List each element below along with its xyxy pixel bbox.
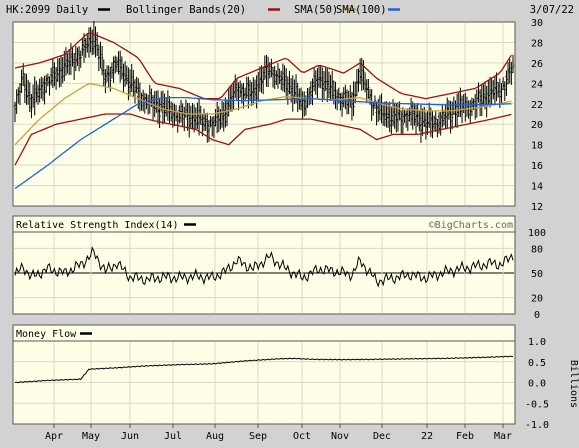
x-tick-label: Mar: [494, 431, 512, 442]
bollinger-upper-line: [14, 32, 512, 100]
money-flow-y-axis: -1.0 -0.5 0.0 0.5 1.0: [525, 337, 549, 431]
chart-header: HK:2099 Daily Bollinger Bands(20) SMA(50…: [6, 4, 574, 16]
bollinger-lower-line: [14, 113, 512, 166]
symbol-label: HK:2099 Daily: [6, 4, 88, 16]
legend-sma100-label: SMA(100): [336, 4, 387, 16]
rsi-title: Relative Strength Index(14): [16, 220, 179, 231]
money-flow-y-tick-label: 0.0: [528, 379, 546, 390]
money-flow-y-tick-label: -1.0: [525, 420, 549, 431]
money-flow-y-tick-label: 0.5: [528, 358, 546, 369]
x-tick-label: Jun: [121, 431, 139, 442]
price-overlay-lines: [14, 32, 512, 190]
x-tick-label: 22: [421, 431, 433, 442]
price-y-tick-label: 26: [531, 59, 543, 70]
rsi-line: [14, 246, 514, 288]
money-flow-gridlines: [14, 361, 514, 404]
price-y-tick-label: 14: [531, 182, 543, 193]
price-y-tick-label: 22: [531, 100, 543, 111]
price-y-tick-label: 24: [531, 79, 543, 90]
legend-sma50-label: SMA(50): [294, 4, 338, 16]
rsi-y-tick-label: 50: [531, 269, 543, 280]
watermark: ©BigCharts.com: [429, 220, 513, 231]
x-tick-label: Sep: [249, 431, 267, 442]
price-y-tick-label: 16: [531, 161, 543, 172]
money-flow-ylabel: Billions: [568, 360, 579, 408]
rsi-y-axis: 0 20 50 80 100: [528, 228, 546, 321]
sma100-line: [14, 96, 512, 190]
x-tick-label: Apr: [45, 431, 63, 442]
rsi-y-tick-label: 80: [531, 244, 543, 255]
rsi-y-tick-label: 100: [528, 228, 546, 239]
money-flow-y-tick-label: 1.0: [528, 337, 546, 348]
price-panel: 12 14 16 18 20 22 24 26 28 30: [12, 18, 543, 213]
chart-date: 3/07/22: [530, 4, 574, 16]
price-y-axis: 12 14 16 18 20 22 24 26 28 30: [531, 18, 543, 213]
money-flow-line: [14, 355, 514, 384]
price-y-tick-label: 18: [531, 141, 543, 152]
x-tick-label: Nov: [331, 431, 349, 442]
money-flow-panel: Money Flow -1.0 -0.5 0.0 0.5 1.0 Billions: [12, 324, 579, 431]
rsi-series: [14, 246, 514, 288]
x-axis: Apr May Jun Jul Aug Sep Oct Nov Dec 22 Feb Mar: [45, 424, 512, 442]
money-flow-title: Money Flow: [16, 329, 77, 340]
money-flow-series: [14, 355, 514, 384]
rsi-gridlines: [14, 247, 514, 299]
rsi-month-gridlines: [53, 233, 504, 313]
x-tick-label: Aug: [206, 431, 224, 442]
x-tick-label: Oct: [293, 431, 311, 442]
money-flow-month-gridlines: [53, 342, 504, 423]
x-tick-label: Feb: [456, 431, 474, 442]
x-tick-label: May: [82, 431, 100, 442]
price-panel-bg: [12, 21, 516, 207]
price-y-tick-label: 12: [531, 202, 543, 213]
price-y-tick-label: 30: [531, 18, 543, 29]
money-flow-y-tick-label: -0.5: [525, 399, 549, 410]
x-tick-label: Jul: [164, 431, 182, 442]
price-y-tick-label: 20: [531, 120, 543, 131]
price-y-tick-label: 28: [531, 38, 543, 49]
rsi-y-tick-label: 20: [531, 294, 543, 305]
legend-bollinger-label: Bollinger Bands(20): [126, 4, 246, 16]
rsi-y-tick-label: 0: [534, 310, 540, 321]
x-tick-label: Dec: [373, 431, 391, 442]
rsi-panel: Relative Strength Index(14) ©BigCharts.c…: [12, 215, 546, 321]
